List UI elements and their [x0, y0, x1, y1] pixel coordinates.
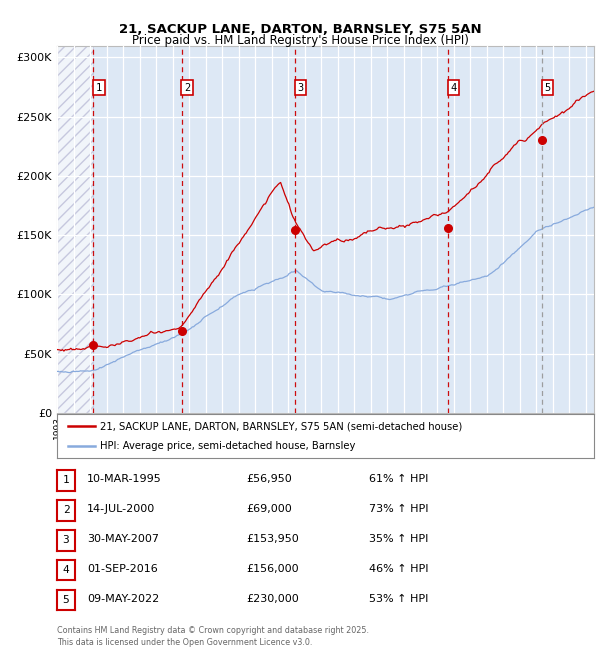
Text: HPI: Average price, semi-detached house, Barnsley: HPI: Average price, semi-detached house,… — [100, 441, 355, 451]
Text: 30-MAY-2007: 30-MAY-2007 — [87, 534, 159, 544]
Text: 1: 1 — [62, 475, 70, 486]
Text: 61% ↑ HPI: 61% ↑ HPI — [369, 474, 428, 484]
Text: 09-MAY-2022: 09-MAY-2022 — [87, 593, 159, 604]
Text: 1: 1 — [95, 83, 102, 93]
Bar — [57, 46, 94, 413]
Text: 10-MAR-1995: 10-MAR-1995 — [87, 474, 162, 484]
Text: £56,950: £56,950 — [246, 474, 292, 484]
Text: 73% ↑ HPI: 73% ↑ HPI — [369, 504, 428, 514]
Text: Contains HM Land Registry data © Crown copyright and database right 2025.
This d: Contains HM Land Registry data © Crown c… — [57, 626, 369, 647]
Text: Price paid vs. HM Land Registry's House Price Index (HPI): Price paid vs. HM Land Registry's House … — [131, 34, 469, 47]
Text: 35% ↑ HPI: 35% ↑ HPI — [369, 534, 428, 544]
Text: £230,000: £230,000 — [246, 593, 299, 604]
Text: 46% ↑ HPI: 46% ↑ HPI — [369, 564, 428, 574]
Text: 5: 5 — [62, 595, 70, 605]
Text: £69,000: £69,000 — [246, 504, 292, 514]
Text: 5: 5 — [545, 83, 551, 93]
Text: 53% ↑ HPI: 53% ↑ HPI — [369, 593, 428, 604]
Text: 21, SACKUP LANE, DARTON, BARNSLEY, S75 5AN (semi-detached house): 21, SACKUP LANE, DARTON, BARNSLEY, S75 5… — [100, 421, 462, 432]
Text: 21, SACKUP LANE, DARTON, BARNSLEY, S75 5AN: 21, SACKUP LANE, DARTON, BARNSLEY, S75 5… — [119, 23, 481, 36]
Text: 3: 3 — [62, 535, 70, 545]
Text: £153,950: £153,950 — [246, 534, 299, 544]
Text: 4: 4 — [62, 565, 70, 575]
Text: 4: 4 — [451, 83, 457, 93]
Text: 3: 3 — [298, 83, 304, 93]
Text: 01-SEP-2016: 01-SEP-2016 — [87, 564, 158, 574]
Text: £156,000: £156,000 — [246, 564, 299, 574]
Text: 14-JUL-2000: 14-JUL-2000 — [87, 504, 155, 514]
Text: 2: 2 — [62, 505, 70, 515]
Text: 2: 2 — [184, 83, 190, 93]
